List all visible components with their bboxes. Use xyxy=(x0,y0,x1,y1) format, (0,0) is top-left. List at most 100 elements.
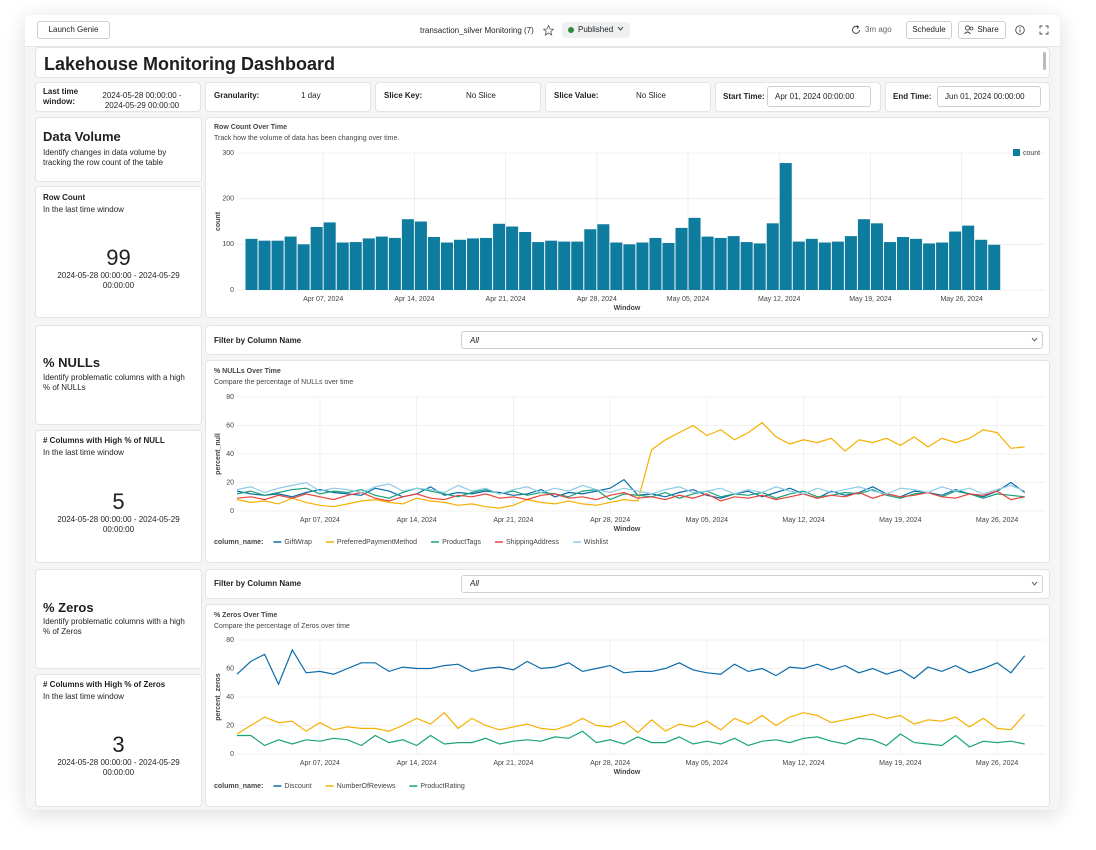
filter-card xyxy=(375,82,541,112)
date-input[interactable] xyxy=(767,86,871,107)
section-description: Identify problematic columns with a high… xyxy=(43,373,185,392)
bar xyxy=(636,242,649,290)
button-label: Share xyxy=(977,25,999,34)
line xyxy=(236,711,1026,735)
bar xyxy=(558,241,571,290)
bar xyxy=(766,223,779,290)
bar xyxy=(401,219,414,290)
bar xyxy=(818,242,831,290)
y-tick-label: 0 xyxy=(230,751,234,758)
x-tick-label: May 19, 2024 xyxy=(879,517,922,524)
fullscreen-icon[interactable] xyxy=(1039,25,1049,35)
counter-title: Row Count xyxy=(43,193,86,202)
line xyxy=(236,648,1026,686)
status-dot xyxy=(568,27,574,33)
y-tick-label: 20 xyxy=(226,722,234,729)
y-tick-label: 0 xyxy=(230,287,234,294)
x-tick-label: Apr 21, 2024 xyxy=(486,296,526,303)
filter-label: Slice Key: xyxy=(384,91,423,100)
scrollbar xyxy=(1043,52,1046,70)
bar xyxy=(883,242,896,290)
chart-title: Row Count Over Time xyxy=(214,124,287,131)
legend-label: Discount xyxy=(284,783,311,790)
counter-title: # Columns with High % of NULL xyxy=(43,436,165,445)
bar xyxy=(284,236,297,290)
bar xyxy=(936,242,949,290)
chevron xyxy=(1031,581,1038,586)
legend-label: ShippingAddress xyxy=(506,539,559,546)
y-tick-label: 40 xyxy=(226,451,234,458)
date-input[interactable] xyxy=(937,86,1041,107)
counter-range: 2024-05-28 00:00:00 - 2024-05-29 00:00:0… xyxy=(57,271,180,290)
bar xyxy=(571,241,584,290)
bar xyxy=(310,226,323,290)
bar xyxy=(779,163,792,290)
x-tick-label: May 05, 2024 xyxy=(686,517,729,524)
star-icon[interactable] xyxy=(543,25,554,36)
section-heading: Data Volume xyxy=(43,129,121,144)
x-axis-label: Window xyxy=(614,769,641,776)
refresh-icon[interactable] xyxy=(851,25,861,35)
bar xyxy=(440,242,453,290)
share-icon xyxy=(964,25,974,35)
counter-value: 3 xyxy=(112,732,125,757)
bar xyxy=(493,223,506,290)
x-tick-label: Apr 28, 2024 xyxy=(590,517,630,524)
line xyxy=(236,421,1025,509)
section-heading: % Zeros xyxy=(43,600,94,615)
counter-card xyxy=(35,674,202,807)
bar xyxy=(675,227,688,290)
info-icon[interactable] xyxy=(1015,25,1025,35)
filter-label: Granularity: xyxy=(214,91,260,100)
legend-label: PreferredPaymentMethod xyxy=(337,539,417,546)
bar xyxy=(519,232,532,290)
legend-label: GiftWrap xyxy=(284,539,312,546)
filter-card xyxy=(205,82,371,112)
x-tick-label: May 12, 2024 xyxy=(782,517,825,524)
launch-genie-button[interactable]: Launch Genie xyxy=(37,21,110,39)
x-tick-label: May 26, 2024 xyxy=(976,760,1019,767)
counter-subtitle: In the last time window xyxy=(43,692,124,701)
chevron xyxy=(617,26,624,31)
x-tick-label: Apr 28, 2024 xyxy=(577,296,617,303)
bar xyxy=(740,242,753,290)
bar xyxy=(701,236,714,290)
column-select[interactable] xyxy=(461,575,1043,593)
chart-card xyxy=(205,604,1050,807)
x-axis-label: Window xyxy=(614,305,641,312)
counter-value: 5 xyxy=(112,489,125,514)
status-pill[interactable] xyxy=(562,22,630,38)
y-tick-label: 300 xyxy=(222,150,234,157)
schedule-button[interactable]: Schedule xyxy=(906,21,952,39)
button-label: Schedule xyxy=(912,25,946,34)
bar xyxy=(792,241,805,290)
chart-subtitle: Compare the percentage of Zeros over tim… xyxy=(214,623,350,630)
button-label: Launch Genie xyxy=(48,25,99,34)
y-axis-label: percent_zeros xyxy=(215,673,222,721)
bar xyxy=(245,238,258,290)
share-button[interactable]: Share xyxy=(958,21,1006,39)
bar xyxy=(297,244,310,290)
bar xyxy=(362,238,375,290)
bar xyxy=(988,244,1001,290)
x-tick-label: May 05, 2024 xyxy=(667,296,710,303)
filter-label: Start Time: xyxy=(723,92,765,101)
filter-value: 1 day xyxy=(301,91,321,100)
bar xyxy=(623,244,636,290)
x-tick-label: May 19, 2024 xyxy=(879,760,922,767)
counter-subtitle: In the last time window xyxy=(43,448,124,457)
filter-label: Filter by Column Name xyxy=(214,579,302,588)
bar xyxy=(714,237,727,290)
filter-value: No Slice xyxy=(636,91,666,100)
column-select[interactable] xyxy=(461,331,1043,349)
bar xyxy=(271,240,284,290)
chart-card xyxy=(205,360,1050,563)
filter-label: Filter by Column Name xyxy=(214,336,302,345)
legend-label: ProductRating xyxy=(420,783,464,790)
x-tick-label: Apr 14, 2024 xyxy=(394,296,434,303)
x-tick-label: Apr 07, 2024 xyxy=(303,296,343,303)
y-tick-label: 60 xyxy=(226,422,234,429)
select-value: All xyxy=(470,579,479,588)
bar xyxy=(910,238,923,290)
